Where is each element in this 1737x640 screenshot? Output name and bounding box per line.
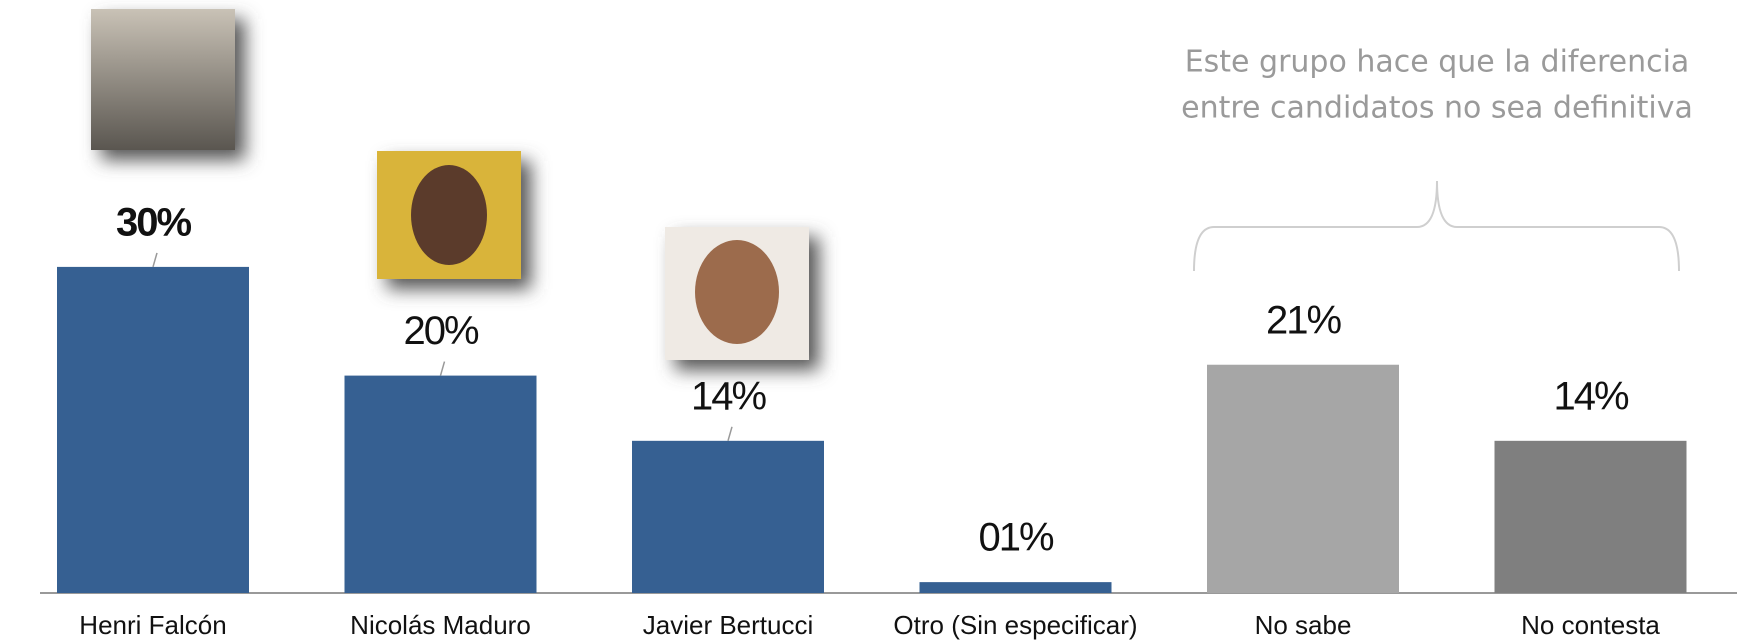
x-tick-label: No contesta [1521, 610, 1660, 640]
value-label: 01% [978, 516, 1053, 560]
bar [1494, 440, 1687, 593]
x-tick-label: Javier Bertucci [643, 610, 814, 640]
bar [1207, 364, 1399, 593]
brace [1193, 180, 1680, 272]
annotation: entre candidatos no sea definitiva [1181, 91, 1693, 126]
x-tick-label: Otro (Sin especificar) [893, 610, 1137, 640]
leader-line [152, 252, 158, 268]
bar [632, 440, 824, 593]
photo-figure [695, 240, 779, 344]
value-label: 30% [116, 200, 191, 244]
candidate-photo [91, 9, 235, 150]
bar [344, 375, 537, 593]
photos [91, 9, 819, 370]
value-label: 21% [1266, 298, 1341, 342]
leader-line [727, 426, 733, 442]
x-tick-label: Nicolás Maduro [350, 610, 531, 640]
value-label: 20% [403, 309, 478, 353]
leader-line [439, 361, 446, 376]
photo-figure [411, 165, 487, 265]
annotation: Este grupo hace que la diferencia [1185, 45, 1690, 80]
value-label: 14% [1553, 374, 1628, 418]
x-tick-label: No sabe [1255, 610, 1352, 640]
bar [57, 266, 249, 593]
bar [919, 582, 1112, 593]
value-label: 14% [691, 374, 766, 418]
x-tick-label: Henri Falcón [79, 610, 226, 640]
